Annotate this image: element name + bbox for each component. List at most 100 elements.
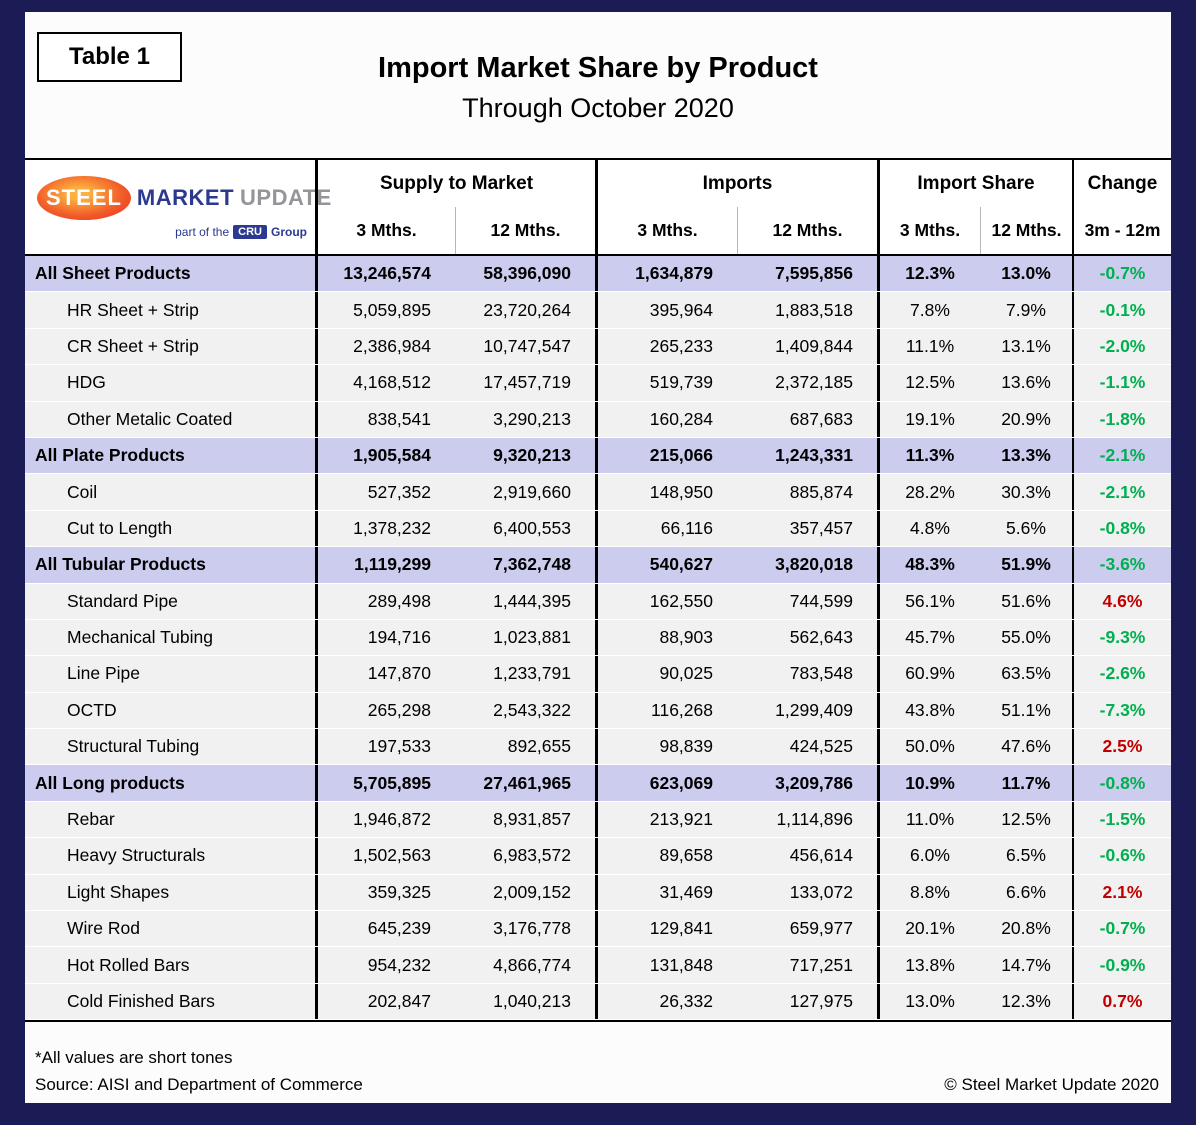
imports-12m-cell: 127,975: [789, 991, 853, 1011]
supply-3m-cell: 197,533: [315, 729, 455, 765]
imports-3m-cell: 213,921: [595, 801, 737, 838]
subheader-supply-3m: 3 Mths.: [315, 207, 455, 254]
share-12m-cell: 13.1%: [1001, 335, 1051, 356]
change-cell: 0.7%: [1072, 983, 1171, 1020]
supply-12m-cell: 2,919,660: [493, 481, 571, 502]
imports-12m-cell: 357,457: [789, 517, 853, 538]
product-name-cell: All Tubular Products: [35, 554, 206, 575]
share-3m-cell: 4.8%: [877, 510, 980, 547]
supply-3m-cell: 1,378,232: [315, 510, 455, 547]
share-3m-cell: 43.8%: [877, 692, 980, 729]
supply-3m-cell: 5,705,895: [315, 765, 455, 801]
imports-3m-cell: 215,066: [595, 437, 737, 474]
supply-12m-cell: 58,396,090: [483, 263, 571, 284]
smu-logo-tagline: part of the CRU Group: [37, 224, 315, 239]
imports-3m-cell: 26,332: [595, 983, 737, 1020]
imports-12m-cell: 3,820,018: [775, 554, 853, 575]
change-cell: -0.8%: [1072, 510, 1171, 547]
page-inner: Table 1 Import Market Share by Product T…: [25, 12, 1171, 1103]
table-row: All Plate Products 1,905,584 9,320,213 2…: [25, 437, 1171, 475]
imports-12m-cell: 1,299,409: [775, 699, 853, 720]
table-body: All Sheet Products 13,246,574 58,396,090…: [25, 256, 1171, 1023]
imports-12m-cell: 1,114,896: [776, 809, 853, 830]
supply-12m-cell: 2,543,322: [493, 699, 571, 720]
share-3m-cell: 11.0%: [877, 801, 980, 838]
supply-12m-cell: 23,720,264: [483, 299, 571, 320]
share-3m-cell: 60.9%: [877, 656, 980, 692]
share-3m-cell: 45.7%: [877, 619, 980, 656]
supply-3m-cell: 1,905,584: [315, 437, 455, 474]
table-row: Wire Rod 645,239 3,176,778 129,841 659,9…: [25, 911, 1171, 948]
supply-12m-cell: 6,400,553: [493, 517, 571, 538]
product-name-cell: HDG: [67, 372, 106, 393]
logo-partof-text: part of the: [175, 224, 230, 239]
product-name-cell: OCTD: [67, 699, 117, 720]
change-cell: -2.1%: [1072, 474, 1171, 510]
supply-12m-cell: 1,023,881: [493, 627, 571, 648]
product-name-cell: All Long products: [35, 772, 185, 793]
share-12m-cell: 20.9%: [1001, 408, 1051, 429]
share-12m-cell: 12.3%: [1001, 991, 1051, 1011]
change-cell: -1.1%: [1072, 365, 1171, 401]
product-name-cell: Rebar: [67, 809, 115, 830]
imports-3m-cell: 31,469: [595, 874, 737, 911]
share-3m-cell: 19.1%: [877, 401, 980, 437]
subheader-supply-12m: 12 Mths.: [455, 207, 595, 254]
supply-12m-cell: 3,176,778: [493, 918, 571, 939]
product-name-cell: Standard Pipe: [67, 590, 178, 611]
imports-12m-cell: 7,595,856: [775, 263, 853, 284]
change-cell: -2.0%: [1072, 328, 1171, 365]
share-3m-cell: 8.8%: [877, 874, 980, 911]
product-name-cell: HR Sheet + Strip: [67, 299, 199, 320]
change-cell: -9.3%: [1072, 619, 1171, 656]
share-3m-cell: 11.1%: [877, 328, 980, 365]
imports-3m-cell: 88,903: [595, 619, 737, 656]
imports-3m-cell: 395,964: [595, 292, 737, 328]
supply-12m-cell: 27,461,965: [483, 772, 571, 793]
smu-logo: STEEL MARKET UPDATE part of the CRU Grou…: [25, 160, 331, 254]
share-12m-cell: 30.3%: [1001, 481, 1051, 502]
supply-3m-cell: 645,239: [315, 911, 455, 947]
share-12m-cell: 6.5%: [1006, 845, 1046, 866]
change-cell: -2.6%: [1072, 656, 1171, 692]
supply-3m-cell: 265,298: [315, 692, 455, 729]
logo-steel-badge: STEEL: [37, 175, 131, 220]
imports-3m-cell: 116,268: [595, 692, 737, 729]
imports-12m-cell: 717,251: [789, 954, 853, 975]
table-row: All Sheet Products 13,246,574 58,396,090…: [25, 256, 1171, 293]
change-cell: -1.5%: [1072, 801, 1171, 838]
imports-12m-cell: 1,243,331: [775, 445, 853, 466]
imports-3m-cell: 98,839: [595, 729, 737, 765]
share-12m-cell: 63.5%: [1001, 663, 1051, 684]
share-12m-cell: 13.0%: [1001, 263, 1051, 284]
col-group-change: Change: [1072, 160, 1171, 207]
table-row: Cut to Length 1,378,232 6,400,553 66,116…: [25, 510, 1171, 548]
table-row: Line Pipe 147,870 1,233,791 90,025 783,5…: [25, 656, 1171, 693]
table-row: Heavy Structurals 1,502,563 6,983,572 89…: [25, 838, 1171, 875]
share-3m-cell: 12.3%: [877, 256, 980, 292]
product-name-cell: Line Pipe: [67, 663, 140, 684]
supply-3m-cell: 289,498: [315, 583, 455, 619]
source-note: Source: AISI and Department of Commerce: [35, 1075, 363, 1094]
share-12m-cell: 20.8%: [1001, 918, 1051, 939]
share-3m-cell: 7.8%: [877, 292, 980, 328]
imports-3m-cell: 131,848: [595, 947, 737, 983]
smu-logo-wordmark: STEEL MARKET UPDATE: [37, 175, 331, 220]
col-group-import-share: Import Share: [877, 160, 1072, 207]
change-cell: 2.5%: [1072, 729, 1171, 765]
title-area: Table 1 Import Market Share by Product T…: [25, 12, 1171, 158]
table-row: Structural Tubing 197,533 892,655 98,839…: [25, 729, 1171, 766]
product-name-cell: Coil: [67, 481, 98, 502]
product-name-cell: Wire Rod: [67, 918, 140, 939]
product-name-cell: All Sheet Products: [35, 263, 191, 284]
table-row: Standard Pipe 289,498 1,444,395 162,550 …: [25, 583, 1171, 620]
supply-12m-cell: 3,290,213: [493, 408, 571, 429]
supply-3m-cell: 13,246,574: [315, 256, 455, 292]
supply-3m-cell: 147,870: [315, 656, 455, 692]
change-cell: -0.9%: [1072, 947, 1171, 983]
share-12m-cell: 11.7%: [1001, 772, 1051, 793]
share-12m-cell: 51.9%: [1001, 554, 1051, 575]
imports-12m-cell: 424,525: [789, 736, 853, 757]
subheader-imports-12m: 12 Mths.: [737, 207, 877, 254]
